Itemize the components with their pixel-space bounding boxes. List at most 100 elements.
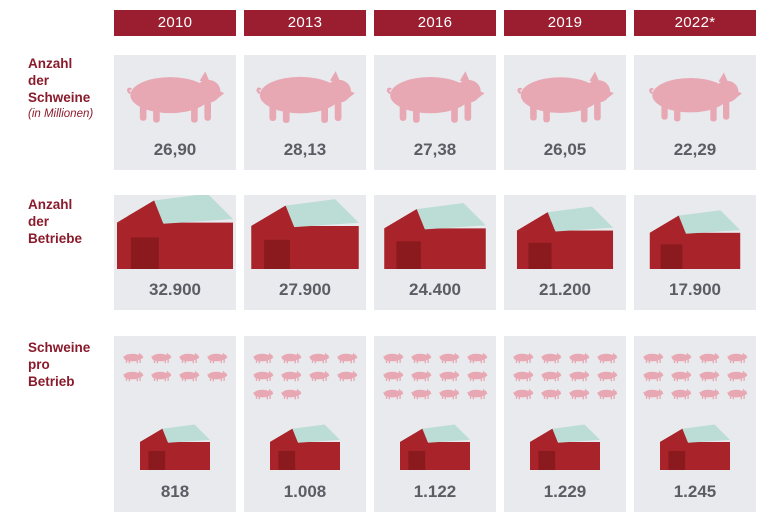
small-pig-icon — [513, 388, 534, 400]
value-label: 22,29 — [673, 140, 717, 159]
cell-0-4: 22,29 — [634, 55, 756, 170]
small-pig-icon — [207, 370, 228, 382]
value-label: 1.245 — [673, 482, 717, 501]
barn-icon — [530, 424, 600, 470]
small-pig-icon — [179, 370, 200, 382]
small-pig-icon — [123, 370, 144, 382]
cell-graphic — [117, 195, 233, 269]
small-pig-icon — [467, 388, 488, 400]
small-pig-icon — [467, 352, 488, 364]
small-pig-icon — [383, 370, 404, 382]
cell-graphic — [649, 210, 741, 269]
barn-icon — [384, 203, 486, 269]
cell-0-0: 26,90 — [114, 55, 236, 170]
year-header-3: 2019 — [504, 10, 626, 36]
row-label-line: Betrieb — [28, 374, 75, 389]
small-pig-icon — [309, 352, 330, 364]
small-pig-icon — [439, 352, 460, 364]
small-pig-icon — [207, 352, 228, 364]
cell-1-0: 32.900 — [114, 195, 236, 310]
small-pig-icon — [643, 388, 664, 400]
small-pig-icon — [411, 370, 432, 382]
barn-icon — [270, 424, 340, 470]
cell-2-0: 818 — [114, 336, 236, 512]
small-pig-icon — [383, 388, 404, 400]
small-pig-icon — [281, 370, 302, 382]
row-label-line: der — [28, 214, 50, 229]
barn-icon — [400, 424, 470, 470]
small-pig-icon — [337, 370, 358, 382]
row-label-line: Anzahl — [28, 56, 73, 71]
row-label-line: der — [28, 73, 50, 88]
row-label-line: Schweine — [28, 340, 91, 355]
cell-graphic — [386, 71, 485, 123]
cell-graphic — [513, 352, 618, 470]
barn-icon — [251, 199, 359, 269]
small-pig-icon — [513, 370, 534, 382]
pig-icon — [517, 71, 614, 123]
barn-icon — [649, 210, 741, 269]
small-pig-icon — [513, 352, 534, 364]
small-pig-icon — [671, 352, 692, 364]
small-pig-icon — [253, 352, 274, 364]
cell-0-1: 28,13 — [244, 55, 366, 170]
cell-graphic — [649, 72, 743, 122]
cell-graphic — [123, 352, 228, 470]
small-pig-icon — [643, 352, 664, 364]
cell-graphic — [516, 206, 614, 269]
value-label: 26,90 — [153, 140, 197, 159]
cell-graphic — [383, 352, 488, 470]
row-label-0: Anzahl der Schweine (in Millionen) — [28, 55, 93, 123]
small-pig-icon — [439, 370, 460, 382]
small-pig-icon — [411, 352, 432, 364]
value-label: 26,05 — [543, 140, 587, 159]
row-label-line: Betriebe — [28, 231, 83, 246]
cell-1-3: 21.200 — [504, 195, 626, 310]
row-sublabel: (in Millionen) — [28, 108, 94, 120]
small-pig-icon — [541, 352, 562, 364]
pig-icon — [386, 71, 485, 123]
cell-graphic — [384, 203, 486, 269]
cell-graphic — [251, 199, 359, 269]
cell-1-4: 17.900 — [634, 195, 756, 310]
cell-1-2: 24.400 — [374, 195, 496, 310]
row-label-2: Schweine pro Betrieb — [28, 339, 90, 390]
cell-2-4: 1.245 — [634, 336, 756, 512]
value-label: 21.200 — [539, 280, 591, 299]
small-pig-icon — [597, 352, 618, 364]
cell-2-1: 1.008 — [244, 336, 366, 512]
row-label-line: pro — [28, 357, 50, 372]
value-label: 24.400 — [409, 280, 461, 299]
small-pig-icon — [123, 352, 144, 364]
small-pig-icon — [643, 370, 664, 382]
small-pig-icon — [727, 370, 748, 382]
value-label: 1.122 — [413, 482, 457, 501]
value-label: 27,38 — [413, 140, 457, 159]
small-pig-icon — [541, 388, 562, 400]
cell-graphic — [643, 352, 748, 470]
small-pig-icon — [597, 388, 618, 400]
small-pig-icon — [597, 370, 618, 382]
small-pig-icon — [671, 370, 692, 382]
value-label: 818 — [160, 482, 190, 501]
pig-icon — [649, 72, 743, 122]
barn-icon — [516, 206, 614, 269]
barn-icon — [117, 195, 233, 269]
small-pig-icon — [309, 370, 330, 382]
small-pig-icon — [569, 352, 590, 364]
value-label: 28,13 — [283, 140, 327, 159]
small-pig-icon — [253, 370, 274, 382]
barn-icon — [660, 424, 730, 470]
year-header-1: 2013 — [244, 10, 366, 36]
small-pig-icon — [727, 352, 748, 364]
value-label: 1.229 — [543, 482, 587, 501]
small-pig-icon — [671, 388, 692, 400]
cell-graphic — [253, 352, 358, 470]
small-pig-icon — [337, 352, 358, 364]
cell-2-2: 1.122 — [374, 336, 496, 512]
value-label: 17.900 — [669, 280, 721, 299]
year-header-2: 2016 — [374, 10, 496, 36]
small-pig-icon — [569, 388, 590, 400]
pig-icon — [256, 71, 355, 123]
small-pig-icon — [179, 352, 200, 364]
